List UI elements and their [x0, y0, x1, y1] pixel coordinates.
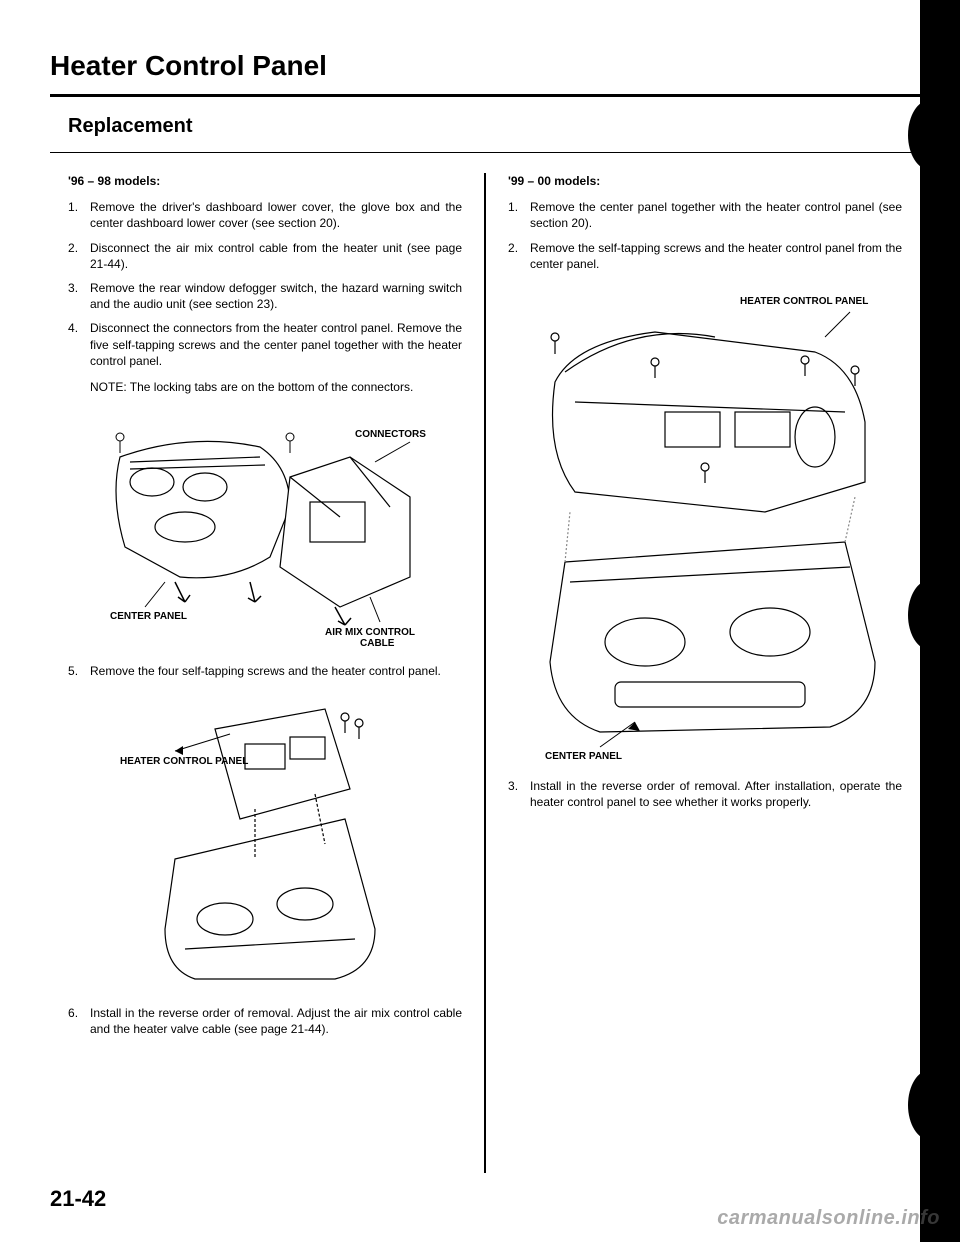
note-text: NOTE: The locking tabs are on the bottom… — [68, 379, 462, 395]
fig1-label-center-panel: CENTER PANEL — [110, 611, 187, 622]
fig1-label-connectors: CONNECTORS — [355, 429, 426, 440]
step: Remove the self-tapping screws and the h… — [508, 240, 902, 272]
page-number: 21-42 — [50, 1186, 106, 1212]
page-title: Heater Control Panel — [50, 50, 920, 82]
step-list-left-2: Remove the four self-tapping screws and … — [68, 663, 462, 679]
figure-2: HEATER CONTROL PANEL — [68, 689, 462, 989]
step: Disconnect the air mix control cable fro… — [68, 240, 462, 272]
watermark: carmanualsonline.info — [717, 1207, 940, 1230]
step-list-right-1: Remove the center panel together with th… — [508, 199, 902, 272]
step: Remove the rear window defogger switch, … — [68, 280, 462, 312]
fig1-label-air-mix: AIR MIX CONTROL — [325, 627, 415, 638]
fig3-label-heater-panel: HEATER CONTROL PANEL — [740, 296, 868, 307]
step: Disconnect the connectors from the heate… — [68, 320, 462, 369]
step-list-left-1: Remove the driver's dashboard lower cove… — [68, 199, 462, 369]
figure-1: CONNECTORS CENTER PANEL AIR MIX CONTROL … — [68, 407, 462, 647]
fig1-label-cable: CABLE — [360, 638, 395, 647]
step: Remove the four self-tapping screws and … — [68, 663, 462, 679]
step: Install in the reverse order of removal.… — [68, 1005, 462, 1037]
step: Remove the center panel together with th… — [508, 199, 902, 231]
column-right: '99 – 00 models: Remove the center panel… — [486, 173, 920, 1173]
step-list-right-2: Install in the reverse order of removal.… — [508, 778, 902, 810]
section-subtitle: Replacement — [68, 115, 920, 138]
figure-3: HEATER CONTROL PANEL CENTER PANEL — [508, 282, 902, 762]
fig2-label-heater-panel: HEATER CONTROL PANEL — [120, 756, 248, 767]
two-column-layout: '96 – 98 models: Remove the driver's das… — [50, 173, 920, 1173]
rule-light — [50, 152, 920, 153]
step: Install in the reverse order of removal.… — [508, 778, 902, 810]
page-content: Heater Control Panel Replacement '96 – 9… — [50, 0, 920, 1173]
step: Remove the driver's dashboard lower cove… — [68, 199, 462, 231]
rule-heavy — [50, 94, 920, 97]
column-left: '96 – 98 models: Remove the driver's das… — [50, 173, 484, 1173]
models-header-right: '99 – 00 models: — [508, 173, 902, 189]
binder-ring — [908, 100, 952, 170]
models-header-left: '96 – 98 models: — [68, 173, 462, 189]
step-list-left-3: Install in the reverse order of removal.… — [68, 1005, 462, 1037]
fig3-label-center-panel: CENTER PANEL — [545, 751, 622, 762]
